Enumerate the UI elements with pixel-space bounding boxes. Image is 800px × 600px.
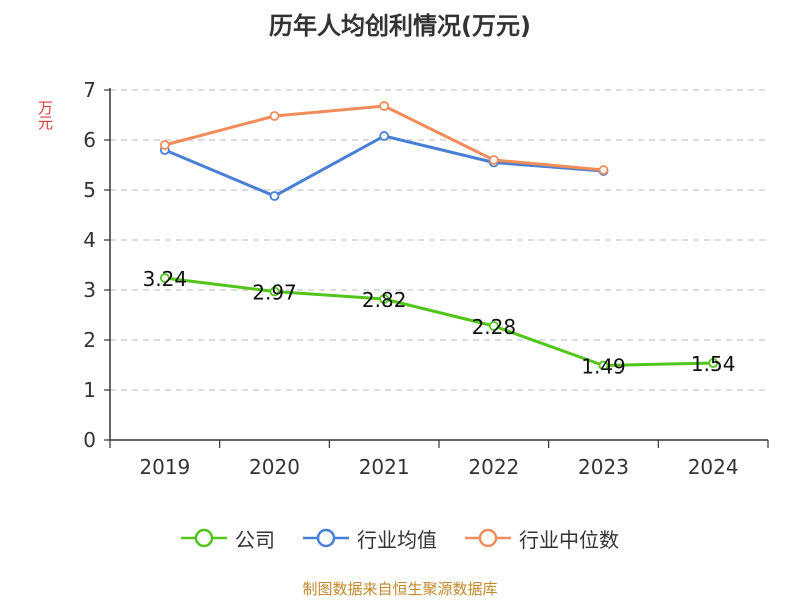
legend-label: 公司 <box>235 527 275 552</box>
legend-label: 行业均值 <box>357 527 437 552</box>
legend-line-icon <box>465 528 511 548</box>
y-tick-label: 6 <box>83 128 96 152</box>
data-point <box>488 321 499 331</box>
data-label: 2.82 <box>362 288 407 312</box>
data-source-note: 制图数据来自恒生聚源数据库 <box>302 580 498 598</box>
y-tick-label: 7 <box>83 78 96 102</box>
data-label: 2.97 <box>252 281 297 305</box>
data-point <box>269 111 280 121</box>
data-point <box>598 360 609 371</box>
data-point <box>379 101 390 111</box>
data-point <box>379 294 390 304</box>
x-tick-label: 2024 <box>688 455 739 479</box>
x-tick-label: 2022 <box>468 455 519 479</box>
y-tick-label: 3 <box>83 278 96 302</box>
data-label: 1.49 <box>581 355 626 379</box>
series-lines <box>159 101 719 371</box>
legend-line-icon <box>181 528 227 548</box>
y-tick-label: 2 <box>83 328 96 352</box>
x-tick-label: 2019 <box>139 455 190 479</box>
data-point <box>708 358 719 368</box>
data-point <box>159 140 170 150</box>
legend-line-icon <box>303 528 349 548</box>
legend-item-company[interactable]: 公司 <box>181 524 275 553</box>
data-point <box>269 191 280 201</box>
legend-label: 行业中位数 <box>519 527 619 552</box>
series-line-0 <box>164 276 714 367</box>
data-labels: 3.24 2.97 2.82 2.28 1.49 1.54 <box>143 267 736 379</box>
series-line-1 <box>164 134 604 198</box>
axes: 0 1 2 3 4 5 6 7 2019 2020 2021 2022 2023 2024 <box>83 78 769 479</box>
x-tick-label: 2021 <box>359 455 410 479</box>
legend-item-industry-median[interactable]: 行业中位数 <box>465 524 619 553</box>
chart-title: 历年人均创利情况(万元) <box>269 12 531 40</box>
data-point <box>488 155 499 165</box>
legend-item-industry-average[interactable]: 行业均值 <box>303 524 437 553</box>
legend: 公司 行业均值 行业中位数 <box>0 520 800 556</box>
x-tick-label: 2023 <box>578 455 629 479</box>
data-point <box>269 286 280 297</box>
data-point <box>159 273 170 283</box>
data-label: 3.24 <box>143 267 188 291</box>
y-tick-label: 0 <box>83 428 96 452</box>
grid-lines <box>110 89 768 391</box>
data-label: 1.54 <box>691 352 736 376</box>
data-point <box>379 131 390 141</box>
y-axis-label: 万元 <box>36 100 54 130</box>
y-tick-label: 5 <box>83 178 96 202</box>
data-label: 2.28 <box>472 315 517 339</box>
y-tick-label: 4 <box>83 228 96 252</box>
x-tick-label: 2020 <box>249 455 300 479</box>
y-tick-label: 1 <box>83 378 96 402</box>
data-point <box>598 165 609 175</box>
